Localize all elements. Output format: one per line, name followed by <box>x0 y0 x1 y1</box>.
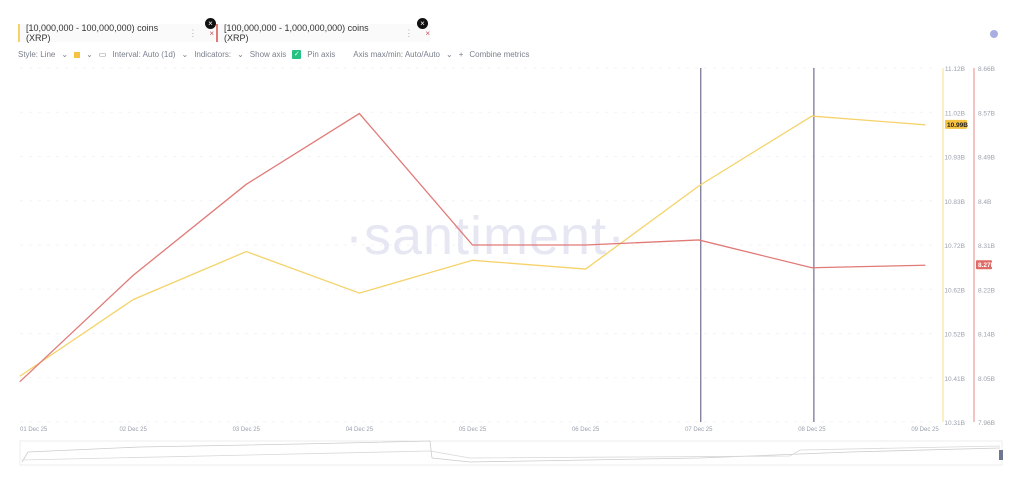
remove-metric-icon[interactable]: × <box>417 18 428 29</box>
right-axis-tick: 8.66B <box>978 66 995 73</box>
x-axis-tick: 09 Dec 25 <box>911 427 939 433</box>
data-point <box>358 113 360 115</box>
left-axis-tick: 10.72B <box>944 243 965 250</box>
last-value-label: 8.27B <box>978 262 996 269</box>
metric-tab-1[interactable]: [10,000,000 - 100,000,000) coins (XRP) ⋮… <box>18 23 214 43</box>
left-axis-tick: 11.12B <box>945 66 965 73</box>
data-point <box>132 299 134 301</box>
color-picker[interactable] <box>74 51 81 58</box>
x-axis-tick: 04 Dec 25 <box>346 427 374 433</box>
right-axis-tick: 7.96B <box>978 420 995 427</box>
left-axis-tick: 10.62B <box>944 287 965 294</box>
show-axis-label: Show axis <box>249 50 287 59</box>
right-axis-tick: 8.4B <box>978 199 991 206</box>
right-axis-tick: 8.05B <box>978 376 995 383</box>
left-axis-tick: 10.41B <box>944 376 965 383</box>
right-axis-tick: 8.57B <box>978 110 995 117</box>
left-axis-tick: 11.02B <box>945 110 965 117</box>
metric-tab-2[interactable]: [100,000,000 - 1,000,000,000) coins (XRP… <box>216 23 430 43</box>
navigator-series-1 <box>21 440 1001 463</box>
right-axis-tick: 8.49B <box>978 155 995 162</box>
metric-label: [10,000,000 - 100,000,000) coins (XRP) <box>26 23 159 43</box>
series-line-1 <box>19 115 926 377</box>
series-line-2 <box>19 112 926 383</box>
indicators-dropdown[interactable]: Indicators: <box>194 50 232 59</box>
data-point <box>585 244 587 246</box>
x-axis-tick: 08 Dec 25 <box>798 427 826 433</box>
calendar-icon: ▭ <box>98 50 107 59</box>
data-point <box>472 259 473 261</box>
left-axis-tick: 10.52B <box>944 332 965 339</box>
watermark: ·santiment· <box>345 206 627 266</box>
data-point <box>811 115 813 117</box>
right-axis-tick: 8.31B <box>978 243 995 250</box>
data-point <box>698 185 700 187</box>
left-axis-tick: 10.83B <box>944 199 965 206</box>
navigator-series-2 <box>21 445 1001 461</box>
last-value-label: 10.99B <box>947 122 968 129</box>
left-axis-tick: 10.31B <box>944 420 965 427</box>
data-point <box>472 244 473 246</box>
x-axis-tick: 07 Dec 25 <box>685 427 713 433</box>
x-axis-tick: 03 Dec 25 <box>233 427 261 433</box>
axis-maxmin-dropdown[interactable]: Axis max/min: Auto/Auto <box>353 50 440 59</box>
x-axis-tick: 01 Dec 25 <box>20 427 48 433</box>
data-point <box>811 267 813 269</box>
data-point <box>132 274 134 276</box>
metric-label: [100,000,000 - 1,000,000,000) coins (XRP… <box>224 23 369 43</box>
data-point <box>358 292 360 294</box>
style-dropdown[interactable]: Style: Line <box>18 50 56 59</box>
interval-dropdown[interactable]: Interval: Auto (1d) <box>112 50 176 59</box>
combine-metrics-button[interactable]: Combine metrics <box>469 50 530 59</box>
data-point <box>924 264 926 266</box>
x-axis-tick: 05 Dec 25 <box>459 427 487 433</box>
data-point <box>924 124 926 126</box>
close-icon[interactable]: × <box>425 28 430 38</box>
right-axis-tick: 8.14B <box>978 332 995 339</box>
x-axis-tick: 06 Dec 25 <box>572 427 600 433</box>
close-icon[interactable]: × <box>209 28 214 38</box>
more-icon[interactable]: ⋮ <box>188 27 198 38</box>
left-axis-tick: 10.93B <box>944 155 965 162</box>
last-value-badge <box>945 119 967 129</box>
data-point <box>585 268 587 270</box>
navigator-handle[interactable] <box>999 450 1003 460</box>
more-icon[interactable]: ⋮ <box>404 27 414 38</box>
last-value-badge <box>976 260 992 270</box>
data-point <box>19 375 21 377</box>
right-axis-tick: 8.22B <box>978 287 995 294</box>
pin-axis-toggle[interactable]: Pin axis <box>307 50 336 59</box>
data-point <box>19 381 21 383</box>
show-axis-checkbox[interactable]: ✓ <box>292 50 302 59</box>
x-axis-tick: 02 Dec 25 <box>119 427 147 433</box>
data-point <box>245 251 247 253</box>
data-point <box>245 183 247 185</box>
data-point <box>698 239 700 241</box>
settings-icon[interactable] <box>990 30 998 38</box>
remove-metric-icon[interactable]: × <box>205 18 216 29</box>
